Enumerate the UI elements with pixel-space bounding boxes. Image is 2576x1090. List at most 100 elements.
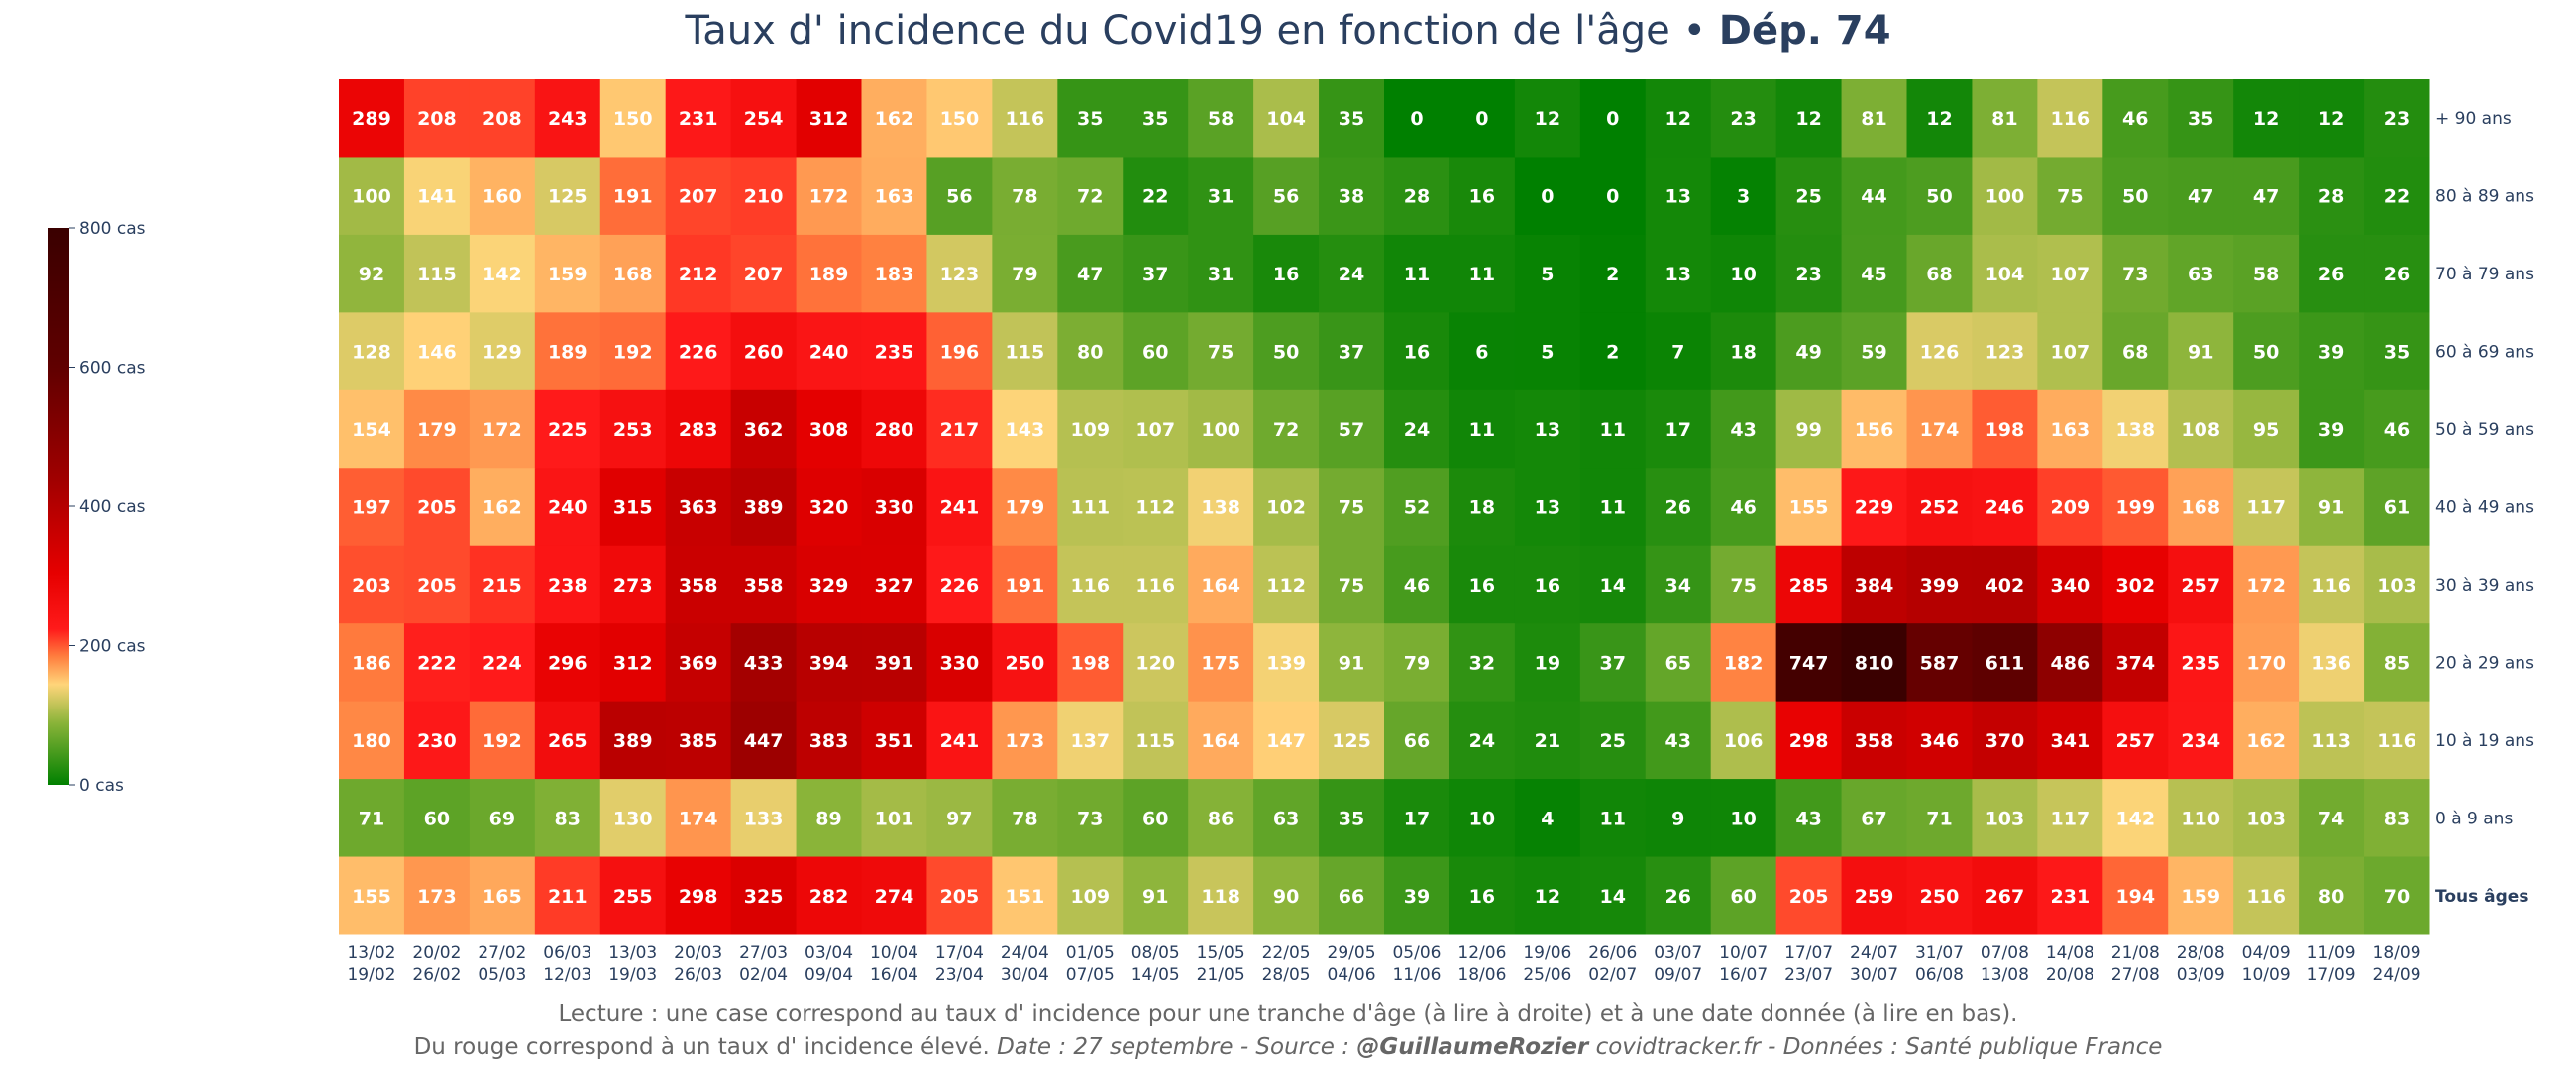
cell-label: 75 bbox=[1339, 497, 1364, 519]
colorbar-tick-label: 400 cas bbox=[79, 497, 146, 517]
heatmap-cell bbox=[796, 779, 862, 858]
cell-label: 103 bbox=[2246, 808, 2286, 829]
heatmap-cell bbox=[1123, 468, 1189, 547]
heatmap-cell bbox=[2037, 312, 2103, 391]
heatmap-cell bbox=[2299, 234, 2365, 313]
heatmap-cell bbox=[1579, 234, 1647, 313]
heatmap-cell bbox=[2102, 468, 2169, 547]
heatmap-cell bbox=[1514, 856, 1581, 935]
cell-label: 259 bbox=[1855, 886, 1894, 908]
heatmap-cell bbox=[2299, 79, 2365, 158]
cell-label: 117 bbox=[2051, 808, 2091, 829]
heatmap-cell bbox=[730, 468, 798, 547]
heatmap-cell bbox=[1384, 468, 1450, 547]
cell-label: 116 bbox=[2377, 730, 2416, 752]
cell-label: 370 bbox=[1986, 730, 2025, 752]
heatmap-cell bbox=[534, 157, 601, 236]
cell-label: 7 bbox=[1671, 342, 1684, 364]
cell-label: 99 bbox=[1795, 419, 1821, 441]
heatmap-cell bbox=[339, 157, 405, 236]
cell-label: 240 bbox=[809, 342, 849, 364]
x-tick-label: 15/05 21/05 bbox=[1197, 943, 1245, 985]
cell-label: 4 bbox=[1541, 808, 1554, 829]
heatmap-cell bbox=[1841, 79, 1907, 158]
cell-label: 56 bbox=[1273, 186, 1299, 208]
heatmap-cell bbox=[1645, 779, 1712, 858]
heatmap-cell bbox=[1906, 545, 1973, 624]
heatmap-cell bbox=[1188, 545, 1254, 624]
heatmap-cell bbox=[992, 389, 1058, 469]
cell-label: 170 bbox=[2246, 652, 2286, 674]
y-tick-label: 80 à 89 ans bbox=[2435, 187, 2534, 207]
cell-label: 86 bbox=[1208, 808, 1234, 829]
heatmap-cell bbox=[1841, 545, 1907, 624]
heatmap-cell bbox=[861, 545, 927, 624]
cell-label: 16 bbox=[1404, 342, 1430, 364]
cell-label: 282 bbox=[809, 886, 849, 908]
heatmap-cell bbox=[1775, 856, 1843, 935]
heatmap-cell bbox=[2037, 701, 2103, 780]
cell-label: 162 bbox=[2246, 730, 2286, 752]
heatmap-cell bbox=[2102, 545, 2169, 624]
cell-label: 203 bbox=[352, 575, 391, 597]
heatmap-cell bbox=[403, 389, 471, 469]
cell-label: 108 bbox=[2181, 419, 2220, 441]
cell-label: 19 bbox=[1535, 652, 1560, 674]
cell-label: 447 bbox=[744, 730, 784, 752]
cell-label: 112 bbox=[1266, 575, 1306, 597]
y-tick-label: 20 à 29 ans bbox=[2435, 653, 2534, 673]
cell-label: 49 bbox=[1795, 342, 1821, 364]
cell-label: 192 bbox=[613, 342, 653, 364]
heatmap-cell bbox=[1579, 157, 1647, 236]
heatmap-cell bbox=[1319, 545, 1385, 624]
cell-label: 747 bbox=[1789, 652, 1829, 674]
x-tick-label: 14/08 20/08 bbox=[2046, 943, 2094, 985]
heatmap-cell bbox=[2168, 389, 2234, 469]
heatmap-cell bbox=[469, 312, 536, 391]
heatmap-cell bbox=[1710, 312, 1777, 391]
heatmap-cell bbox=[1384, 701, 1450, 780]
heatmap-cell bbox=[1319, 779, 1385, 858]
cell-label: 50 bbox=[2253, 342, 2279, 364]
cell-label: 22 bbox=[2384, 186, 2410, 208]
heatmap-cell bbox=[2233, 389, 2300, 469]
heatmap-cell bbox=[2299, 779, 2365, 858]
cell-label: 235 bbox=[875, 342, 914, 364]
cell-label: 38 bbox=[1339, 186, 1364, 208]
heatmap-cell bbox=[861, 623, 927, 703]
cell-label: 57 bbox=[1339, 419, 1364, 441]
cell-label: 139 bbox=[1266, 652, 1306, 674]
cell-label: 28 bbox=[1404, 186, 1430, 208]
heatmap-cell bbox=[1057, 623, 1124, 703]
heatmap-cell bbox=[2037, 389, 2103, 469]
heatmap-cell bbox=[339, 312, 405, 391]
heatmap-cell bbox=[339, 623, 405, 703]
heatmap-cell bbox=[1319, 389, 1385, 469]
cell-label: 23 bbox=[2384, 108, 2410, 130]
cell-label: 154 bbox=[352, 419, 391, 441]
cell-label: 183 bbox=[875, 264, 914, 285]
heatmap-cell bbox=[730, 545, 798, 624]
heatmap-cell bbox=[2102, 312, 2169, 391]
colorbar-tick-label: 800 cas bbox=[79, 219, 146, 239]
cell-label: 283 bbox=[679, 419, 718, 441]
heatmap-cell bbox=[1384, 545, 1450, 624]
x-tick-label: 10/07 16/07 bbox=[1719, 943, 1768, 985]
heatmap-cell bbox=[1449, 389, 1516, 469]
heatmap-cell bbox=[1123, 779, 1189, 858]
heatmap-cell bbox=[1841, 779, 1907, 858]
heatmap-cell bbox=[1775, 312, 1843, 391]
cell-label: 68 bbox=[1926, 264, 1952, 285]
heatmap-cell bbox=[1188, 157, 1254, 236]
cell-label: 104 bbox=[1986, 264, 2025, 285]
cell-label: 47 bbox=[2188, 186, 2213, 208]
heatmap-cell bbox=[861, 234, 927, 313]
heatmap-cell bbox=[534, 79, 601, 158]
heatmap-cell bbox=[992, 468, 1058, 547]
heatmap-cell bbox=[992, 234, 1058, 313]
cell-label: 198 bbox=[1986, 419, 2025, 441]
heatmap-cell bbox=[2168, 623, 2234, 703]
heatmap-cell bbox=[534, 779, 601, 858]
cell-label: 162 bbox=[875, 108, 914, 130]
cell-label: 61 bbox=[2384, 497, 2410, 519]
